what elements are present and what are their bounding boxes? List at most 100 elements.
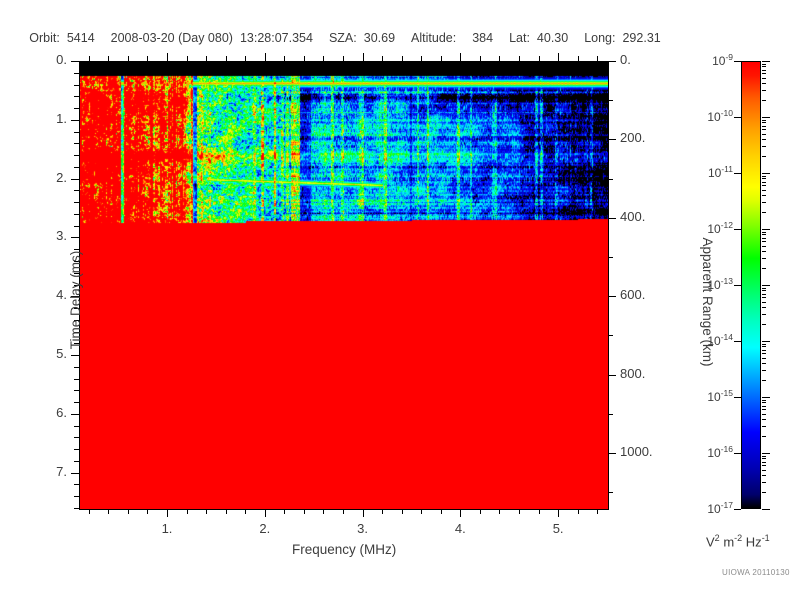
- colorbar-minor-tick: [762, 458, 766, 459]
- y-tick: [74, 73, 79, 74]
- y-tick: [74, 508, 79, 509]
- y-tick: [74, 343, 79, 344]
- colorbar-tick-label: 10-9: [712, 52, 733, 68]
- x-tick-top: [206, 56, 207, 61]
- y2-tick: [608, 492, 613, 493]
- colorbar-minor-tick: [762, 350, 766, 351]
- colorbar-minor-tick: [762, 258, 766, 259]
- colorbar-tick-right: [762, 61, 770, 62]
- colorbar-minor-tick: [762, 268, 766, 269]
- x-tick-top: [89, 56, 90, 61]
- colorbar-minor-tick: [762, 290, 766, 291]
- ionogram-plot-area: [79, 61, 609, 510]
- x-tick-label: 3.: [357, 521, 368, 536]
- colorbar-minor-tick: [762, 297, 766, 298]
- y2-tick: [608, 179, 613, 180]
- x-tick-top: [265, 53, 266, 61]
- colorbar-tick: [734, 285, 741, 286]
- y-axis-title: Time Delay (ms): [67, 250, 83, 350]
- y-tick: [71, 179, 79, 180]
- colorbar-minor-tick: [762, 238, 766, 239]
- colorbar-minor-tick: [762, 307, 766, 308]
- colorbar-minor-tick: [762, 176, 766, 177]
- y-tick: [74, 426, 79, 427]
- y2-tick: [608, 296, 616, 297]
- x-tick-top: [226, 56, 227, 61]
- colorbar-minor-tick: [762, 462, 766, 463]
- colorbar-minor-tick: [762, 492, 766, 493]
- x-tick-label: 1.: [161, 521, 173, 536]
- x-tick-top: [480, 56, 481, 61]
- y-tick-label: 1.: [56, 110, 67, 126]
- x-tick-top: [245, 56, 246, 61]
- y2-tick: [608, 257, 613, 258]
- y-tick: [74, 285, 79, 286]
- x-tick: [499, 509, 500, 514]
- observation-date: 2008-03-20 (Day 080): [110, 31, 233, 45]
- y-tick: [74, 85, 79, 86]
- y-tick-label: 0.: [56, 52, 67, 67]
- x-tick-top: [421, 56, 422, 61]
- x-tick: [323, 509, 324, 514]
- altitude-label: Altitude:: [411, 31, 457, 45]
- colorbar-minor-tick: [762, 409, 766, 410]
- colorbar-minor-tick: [762, 456, 766, 457]
- lat-value: 40.30: [536, 31, 569, 45]
- colorbar-tick-label: 10-10: [707, 108, 733, 124]
- colorbar-minor-tick: [762, 470, 766, 471]
- y-tick-label: 5.: [56, 346, 67, 362]
- colorbar-tick: [734, 61, 741, 62]
- y-tick: [74, 155, 79, 156]
- colorbar-tick-label: 10-13: [707, 276, 733, 292]
- x-tick-top: [323, 56, 324, 61]
- x-tick-top: [343, 56, 344, 61]
- colorbar-unit-label: V2 m-2 Hz-1: [706, 533, 770, 549]
- colorbar-minor-tick: [762, 232, 766, 233]
- colorbar-minor-tick: [762, 182, 766, 183]
- colorbar-minor-tick: [762, 122, 766, 123]
- colorbar-minor-tick: [762, 126, 766, 127]
- y-tick: [74, 190, 79, 191]
- x-tick-top: [578, 56, 579, 61]
- colorbar-minor-tick: [762, 402, 766, 403]
- x-tick: [245, 509, 246, 514]
- colorbar-tick-label: 10-14: [707, 332, 733, 348]
- long-label: Long:: [584, 31, 616, 45]
- x-tick-top: [284, 56, 285, 61]
- colorbar-minor-tick: [762, 241, 766, 242]
- colorbar-minor-tick: [762, 156, 766, 157]
- unit-hertz-exponent: -1: [761, 533, 770, 543]
- lat-label: Lat:: [509, 31, 530, 45]
- colorbar-minor-tick: [762, 202, 766, 203]
- orbit-value: 5414: [66, 31, 95, 45]
- y-tick: [74, 261, 79, 262]
- y-tick: [74, 367, 79, 368]
- y2-tick: [608, 139, 616, 140]
- y2-tick: [608, 335, 613, 336]
- y-tick: [74, 332, 79, 333]
- colorbar-minor-tick: [762, 314, 766, 315]
- y-tick-label: 4.: [56, 287, 67, 303]
- colorbar-tick-label: 10-17: [707, 500, 733, 516]
- colorbar-minor-tick: [762, 400, 766, 401]
- x-tick-top: [539, 56, 540, 61]
- x-tick-top: [499, 56, 500, 61]
- y-tick: [74, 379, 79, 380]
- y-tick: [74, 461, 79, 462]
- x-tick-top: [167, 53, 168, 61]
- unit-volts: V: [706, 534, 715, 550]
- colorbar-tick-right: [762, 509, 770, 510]
- colorbar-tick: [734, 229, 741, 230]
- y-tick: [74, 143, 79, 144]
- sza-label: SZA:: [328, 31, 357, 45]
- y2-tick: [608, 453, 616, 454]
- colorbar-minor-tick: [762, 195, 766, 196]
- y2-tick: [608, 100, 613, 101]
- unit-hertz: Hz: [745, 534, 762, 550]
- x-tick: [480, 509, 481, 514]
- colorbar-minor-tick: [762, 129, 766, 130]
- x-tick: [519, 509, 520, 514]
- y-tick: [74, 249, 79, 250]
- colorbar-tick-right: [762, 117, 770, 118]
- x-tick-top: [597, 56, 598, 61]
